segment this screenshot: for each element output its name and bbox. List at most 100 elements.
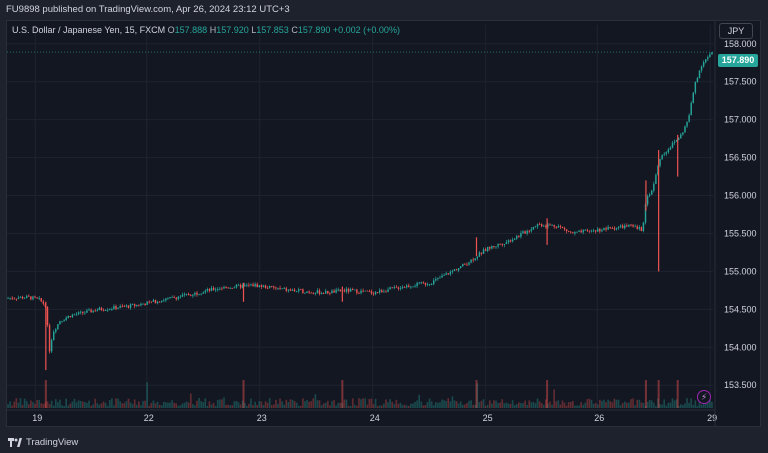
- volume-bar: [584, 402, 587, 408]
- candle-body: [206, 289, 209, 291]
- volume-bar: [430, 401, 433, 408]
- candle-body: [279, 287, 281, 289]
- volume-bar: [119, 401, 121, 408]
- candle-body: [271, 286, 273, 287]
- volume-bar: [219, 399, 221, 408]
- candle-body: [651, 190, 653, 195]
- candle-body: [368, 291, 371, 292]
- candle-body: [250, 284, 252, 286]
- candle-body: [345, 288, 348, 292]
- candle-body: [694, 81, 697, 93]
- x-tick-label: 26: [594, 413, 604, 423]
- candle-body: [169, 297, 171, 298]
- volume-bar: [617, 399, 620, 408]
- volume-bar: [243, 402, 246, 408]
- candle-body: [109, 309, 111, 310]
- candle-body: [13, 298, 15, 300]
- volume-bar: [229, 405, 232, 408]
- volume-bar: [495, 400, 497, 408]
- volume-bar: [501, 399, 504, 408]
- chart-frame[interactable]: [6, 20, 761, 427]
- candle-body: [23, 297, 26, 299]
- volume-bar: [700, 404, 703, 408]
- volume-bar: [364, 398, 367, 408]
- candle-body: [92, 310, 94, 313]
- volume-bar: [586, 399, 589, 408]
- candle-body: [304, 292, 306, 294]
- volume-bar: [125, 401, 128, 408]
- candle-body: [298, 289, 300, 292]
- volume-bar: [333, 400, 335, 408]
- candle-body: [374, 292, 377, 295]
- candle-body: [115, 306, 117, 309]
- candle-body: [163, 300, 165, 302]
- candle-body: [136, 304, 138, 307]
- candle-body: [140, 303, 142, 306]
- volume-bar: [283, 404, 286, 408]
- volume-bar: [310, 401, 313, 408]
- candle-body: [362, 290, 364, 292]
- volume-bar: [696, 405, 699, 408]
- volume-bar: [607, 399, 609, 408]
- lightning-icon[interactable]: ⚡: [697, 390, 711, 404]
- volume-bar: [632, 398, 634, 408]
- candle-body: [705, 59, 707, 63]
- candle-body: [111, 308, 113, 310]
- volume-bar: [540, 403, 543, 408]
- volume-bar: [657, 398, 659, 408]
- candle-body: [258, 285, 261, 288]
- candle-body: [387, 289, 389, 292]
- candle-body: [603, 228, 605, 231]
- volume-bar: [615, 399, 618, 408]
- candle-body: [491, 246, 493, 249]
- tradingview-brand[interactable]: TradingView: [8, 436, 78, 448]
- candle-body: [630, 224, 632, 226]
- candle-body: [526, 230, 528, 234]
- volume-bar: [603, 399, 605, 408]
- candle-body: [567, 231, 570, 232]
- volume-bar: [42, 403, 45, 408]
- volume-bar: [667, 402, 670, 408]
- volume-bar: [588, 398, 591, 408]
- candle-body: [711, 52, 713, 55]
- volume-bar: [455, 401, 458, 408]
- volume-bar: [117, 398, 119, 408]
- candle-body: [349, 289, 352, 292]
- volume-bar: [353, 404, 356, 408]
- footer-bar: [0, 430, 768, 453]
- volume-bar: [216, 399, 219, 408]
- candle-body: [684, 126, 686, 133]
- volume-bar: [86, 403, 88, 408]
- candle-body: [540, 224, 543, 227]
- candle-body: [418, 282, 420, 284]
- candle-body: [337, 289, 339, 291]
- candle-body: [470, 259, 472, 263]
- candle-body: [530, 229, 533, 232]
- candle-body: [343, 290, 346, 292]
- volume-bar: [372, 404, 375, 408]
- brand-label: TradingView: [26, 436, 79, 448]
- candle-body: [364, 290, 366, 292]
- y-tick-label: 156.500: [724, 153, 757, 163]
- candle-body: [173, 297, 175, 298]
- volume-bar: [518, 402, 520, 408]
- volume-bar: [499, 402, 501, 408]
- candle-body: [655, 174, 657, 184]
- candle-body: [329, 293, 331, 295]
- candle-body: [40, 298, 42, 302]
- candle-body: [86, 310, 88, 313]
- volume-bar: [7, 404, 9, 408]
- volume-bar: [285, 399, 288, 408]
- candle-body: [445, 273, 447, 276]
- candle-body: [403, 287, 406, 288]
- currency-button[interactable]: JPY: [719, 23, 753, 39]
- volume-bar: [254, 401, 256, 408]
- volume-bar: [295, 402, 298, 408]
- volume-bar: [677, 405, 680, 408]
- y-tick-label: 153.500: [724, 380, 757, 390]
- volume-bar: [100, 403, 103, 408]
- volume-bar: [470, 400, 472, 408]
- y-tick-label: 154.500: [724, 304, 757, 314]
- y-tick-label: 154.000: [724, 342, 757, 352]
